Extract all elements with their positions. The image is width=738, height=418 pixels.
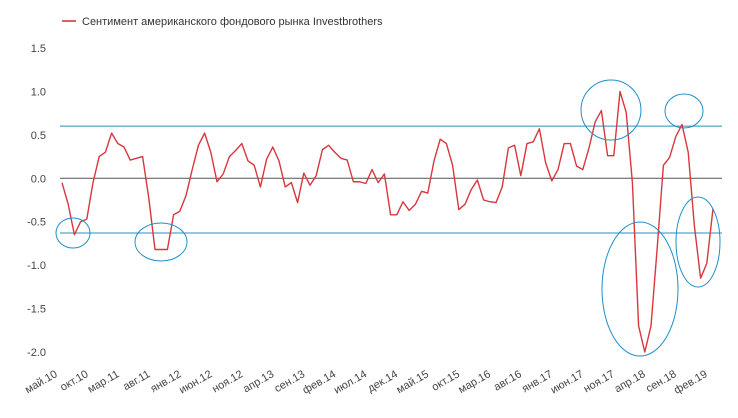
y-tick-label: 1.5 — [31, 43, 46, 55]
y-tick-label: 0.0 — [31, 173, 46, 185]
x-tick-label: янв.17 — [520, 368, 555, 395]
x-tick-label: авг.16 — [492, 368, 524, 393]
x-tick-label: июл.14 — [332, 368, 369, 396]
y-tick-label: -1.5 — [27, 304, 46, 316]
legend: Сентимент американского фондового рынка … — [62, 16, 383, 28]
x-tick-label: май.10 — [23, 368, 59, 396]
x-tick-label: дек.14 — [366, 368, 400, 395]
x-tick-label: фев.14 — [301, 368, 338, 397]
x-tick-label: мар.11 — [86, 368, 122, 396]
y-tick-label: -2.0 — [27, 347, 46, 359]
y-tick-label: -0.5 — [27, 217, 46, 229]
x-tick-label: авг.11 — [121, 368, 152, 393]
highlight-ellipse — [134, 222, 188, 262]
legend-label: Сентимент американского фондового рынка … — [82, 16, 383, 28]
series-line — [61, 90, 714, 353]
highlight-ellipse — [601, 221, 679, 357]
highlight-ellipse — [664, 93, 704, 129]
plot-area: 1.5 1.0 0.5 0.0 -0.5 -1.0 -1.5 -2.0 май.10окт.10… — [23, 43, 722, 397]
y-tick-label: -1.0 — [27, 260, 46, 272]
x-tick-label: окт.15 — [430, 368, 462, 393]
x-tick-label: апр.13 — [241, 368, 276, 395]
highlight-ellipse — [675, 196, 721, 288]
highlight-ellipse — [580, 79, 642, 141]
x-tick-label: май.15 — [395, 368, 431, 396]
x-tick-label: июн.17 — [549, 368, 586, 396]
x-tick-label: мар.16 — [456, 368, 492, 396]
x-tick-label: ноя.12 — [210, 368, 245, 395]
x-tick-label: июн.12 — [177, 368, 214, 396]
x-tick-label: янв.12 — [149, 368, 184, 395]
y-tick-label: 0.5 — [31, 130, 46, 142]
x-tick-label: фев.19 — [672, 368, 709, 397]
x-tick-label: апр.18 — [613, 368, 648, 395]
x-tick-label: сен.13 — [273, 368, 308, 395]
x-tick-label: окт.10 — [58, 368, 90, 393]
highlight-ellipse — [55, 217, 91, 249]
y-tick-label: 1.0 — [31, 86, 46, 98]
x-tick-label: сен.18 — [644, 368, 679, 395]
x-tick-label: ноя.17 — [582, 368, 617, 395]
